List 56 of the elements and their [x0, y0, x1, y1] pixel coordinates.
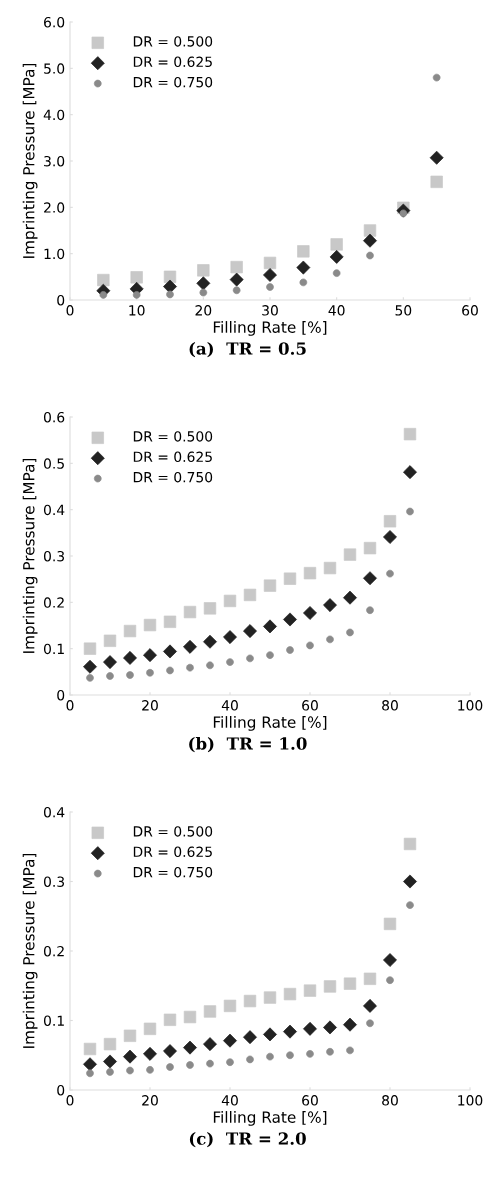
x-tick-label: 20: [142, 700, 158, 711]
y-tick-label: 0.1: [43, 1015, 64, 1026]
x-tick-label: 100: [458, 700, 483, 711]
y-tick-label: 0.4: [43, 806, 65, 818]
x-tick-label: 100: [458, 1095, 483, 1106]
x-tick-label: 60: [302, 700, 318, 711]
x-axis-title: Filling Rate [%]: [213, 321, 327, 336]
legend-label: DR = 0.500: [133, 431, 213, 442]
x-tick-label: 0: [66, 1095, 74, 1106]
x-tick-label: 40: [328, 305, 345, 316]
legend-label: DR = 0.625: [133, 56, 212, 68]
x-tick-label: 20: [195, 305, 212, 316]
legend-label: DR = 0.750: [133, 76, 213, 88]
y-tick-label: 0.3: [43, 876, 65, 887]
y-tick-label: 0.1: [43, 643, 64, 655]
y-tick-label: 0.3: [43, 550, 65, 562]
y-tick-label: 0.4: [43, 504, 65, 516]
legend-label: DR = 0.750: [133, 471, 213, 483]
y-tick-label: 2.0: [44, 202, 65, 213]
x-tick-label: 10: [129, 305, 145, 316]
legend-label: DR = 0.625: [133, 846, 212, 858]
x-axis-title: Filling Rate [%]: [213, 716, 327, 731]
y-tick-label: 1.0: [44, 248, 65, 260]
x-tick-label: 60: [462, 305, 478, 316]
y-axis-title: Imprinting Pressure [MPa]: [22, 458, 38, 653]
x-tick-label: 20: [142, 1095, 158, 1106]
y-tick-label: 0.2: [43, 597, 64, 608]
x-tick-label: 50: [395, 305, 412, 316]
text: (a) TR = 0.5: [189, 341, 306, 358]
x-tick-label: 40: [221, 1095, 238, 1106]
legend-label: DR = 0.500: [133, 36, 213, 47]
y-tick-label: 6.0: [44, 16, 65, 28]
y-tick-label: 3.0: [44, 155, 65, 167]
y-axis-title: Imprinting Pressure [MPa]: [22, 853, 38, 1048]
y-tick-label: 0.6: [43, 411, 65, 423]
y-tick-label: 4.0: [43, 109, 65, 121]
x-axis-title: Filling Rate [%]: [213, 1111, 327, 1126]
y-axis-title: Imprinting Pressure [MPa]: [22, 63, 38, 258]
x-tick-label: 30: [262, 305, 278, 316]
y-tick-label: 0.5: [43, 458, 64, 469]
y-tick-label: 0: [57, 689, 65, 701]
x-tick-label: 80: [382, 700, 398, 711]
legend-label: DR = 0.500: [133, 826, 213, 837]
x-tick-label: 0: [66, 700, 74, 711]
y-tick-label: 0.2: [43, 945, 64, 957]
text: (c) TR = 2.0: [189, 1131, 306, 1148]
x-tick-label: 60: [302, 1095, 318, 1106]
x-tick-label: 40: [221, 700, 238, 711]
text: (b) TR = 1.0: [189, 736, 307, 753]
x-tick-label: 80: [382, 1095, 398, 1106]
x-tick-label: 0: [66, 305, 74, 316]
legend-label: DR = 0.750: [133, 866, 213, 878]
y-tick-label: 0: [57, 1084, 65, 1096]
y-tick-label: 5.0: [44, 63, 65, 74]
legend-label: DR = 0.625: [133, 451, 212, 463]
y-tick-label: 0: [57, 294, 65, 306]
